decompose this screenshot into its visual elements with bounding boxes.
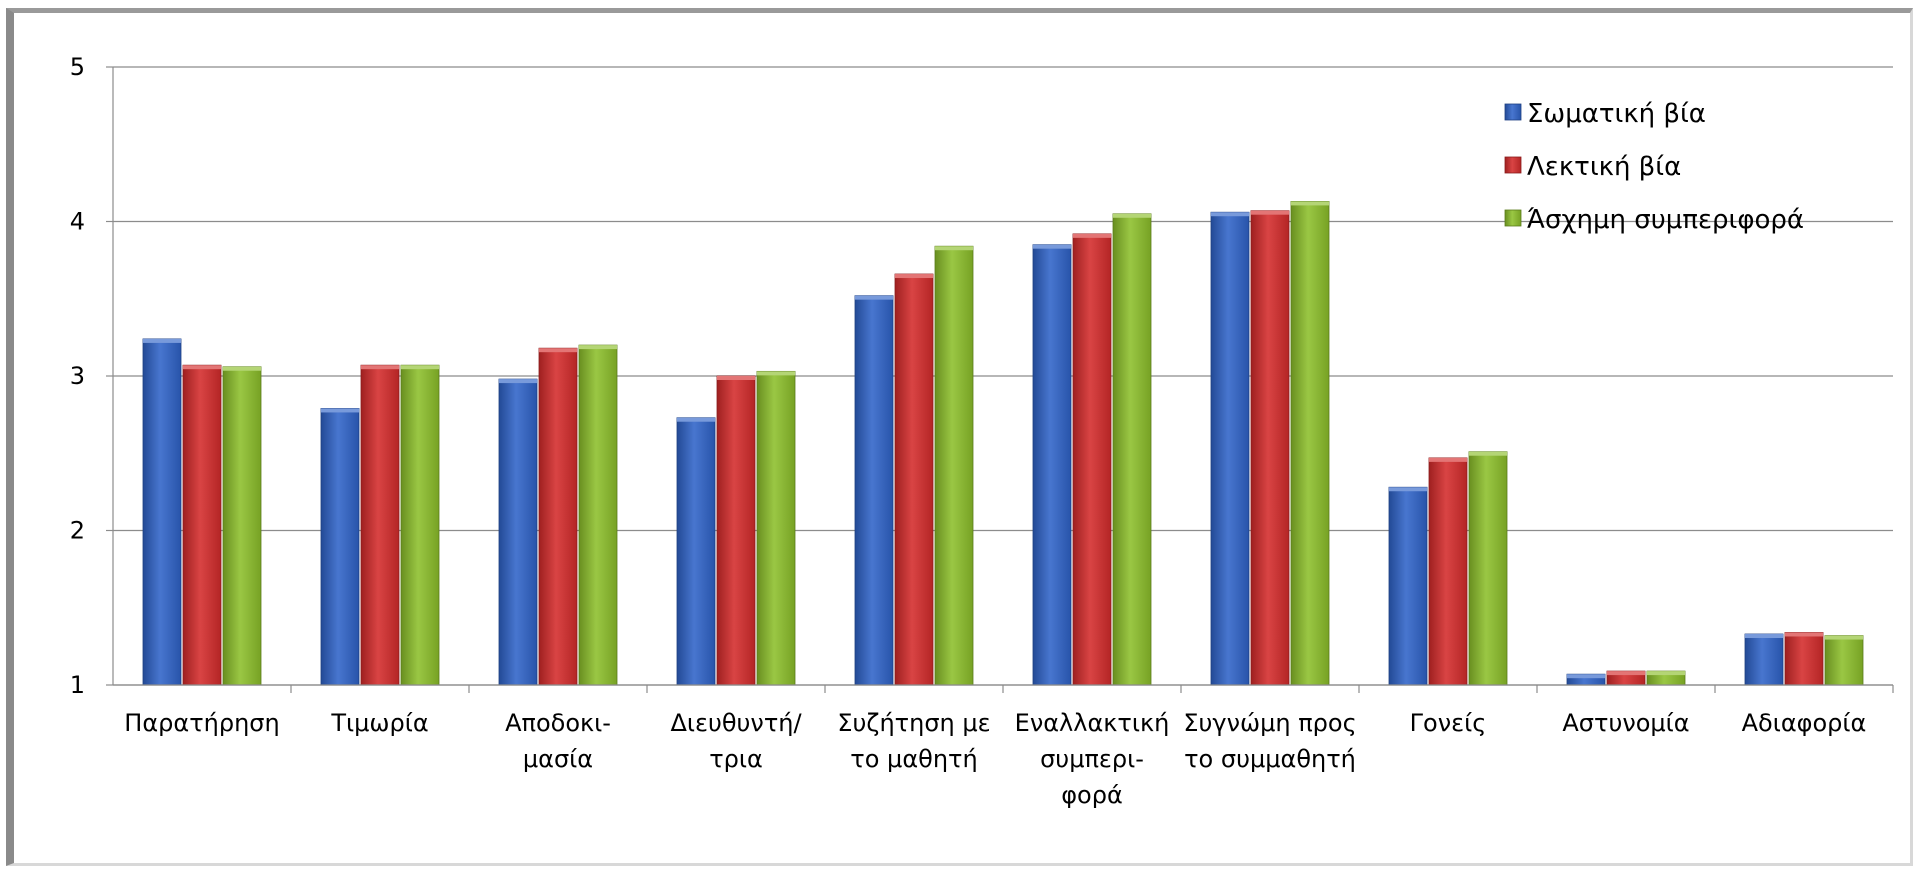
x-category-label: Συζήτηση με το μαθητή bbox=[837, 709, 990, 773]
bar bbox=[1784, 632, 1824, 686]
bar-cap bbox=[1291, 201, 1329, 206]
bar bbox=[1468, 451, 1508, 686]
bars bbox=[142, 201, 1864, 686]
bar bbox=[222, 366, 262, 686]
bar bbox=[934, 245, 974, 686]
bar-cap bbox=[401, 365, 439, 370]
bar-cap bbox=[539, 348, 577, 353]
legend-swatch bbox=[1504, 156, 1522, 174]
bar bbox=[1210, 211, 1250, 686]
bar-cap bbox=[1647, 671, 1685, 676]
bar-cap bbox=[1607, 671, 1645, 676]
bar bbox=[1388, 486, 1428, 686]
bar-cap bbox=[895, 274, 933, 279]
bar bbox=[1250, 210, 1290, 686]
bar-cap bbox=[223, 366, 261, 371]
y-tick-label: 4 bbox=[70, 208, 85, 236]
bar bbox=[498, 378, 538, 686]
bar bbox=[1112, 213, 1152, 686]
bar-cap bbox=[1073, 233, 1111, 238]
y-tick-label: 1 bbox=[70, 671, 85, 699]
legend-label: Σωματική βία bbox=[1527, 99, 1706, 129]
bar bbox=[538, 347, 578, 686]
x-category-label: Διευθυντή/τρια bbox=[670, 709, 802, 773]
x-category-label: Τιμωρία bbox=[330, 709, 428, 737]
bar bbox=[1824, 635, 1864, 686]
bar-cap bbox=[499, 379, 537, 384]
x-category-label: Αστυνομία bbox=[1562, 709, 1689, 737]
bar-cap bbox=[855, 295, 893, 300]
bar bbox=[1744, 633, 1784, 686]
bar bbox=[320, 408, 360, 686]
x-category-label: Συγνώμη προς το συμμαθητή bbox=[1183, 709, 1356, 773]
bar-cap bbox=[1567, 674, 1605, 679]
bar bbox=[676, 417, 716, 686]
y-tick-label: 5 bbox=[70, 53, 85, 81]
bar-cap bbox=[579, 345, 617, 350]
legend-label: Άσχημη συμπεριφορά bbox=[1527, 205, 1804, 235]
x-category-label: Εναλλακτική συμπερι-φορά bbox=[1015, 709, 1170, 809]
bar-cap bbox=[1429, 457, 1467, 462]
bar bbox=[854, 295, 894, 686]
axes: 1 2 3 4 5 Παρατήρηση Τιμωρία Αποδοκι-μασία Διευθ… bbox=[70, 53, 1894, 809]
legend: Σωματική βία Λεκτική βία Άσχημη συμπεριφορ… bbox=[1504, 99, 1804, 235]
bar bbox=[142, 338, 182, 686]
bar-cap bbox=[1825, 635, 1863, 640]
bar-cap bbox=[321, 408, 359, 413]
bar-cap bbox=[1113, 213, 1151, 218]
bar-cap bbox=[1745, 634, 1783, 639]
bar bbox=[1428, 457, 1468, 686]
legend-swatch bbox=[1504, 103, 1522, 121]
x-category-label: Αδιαφορία bbox=[1742, 709, 1867, 737]
bar-cap bbox=[757, 371, 795, 376]
bar-cap bbox=[183, 365, 221, 370]
bar-cap bbox=[143, 338, 181, 343]
legend-label: Λεκτική βία bbox=[1527, 152, 1681, 182]
bar-cap bbox=[361, 365, 399, 370]
y-tick-label: 2 bbox=[70, 517, 85, 545]
bar-cap bbox=[1469, 451, 1507, 456]
bar-cap bbox=[717, 376, 755, 380]
legend-swatch bbox=[1504, 209, 1522, 227]
bar-cap bbox=[935, 246, 973, 251]
bar bbox=[182, 364, 222, 686]
x-category-label: Παρατήρηση bbox=[124, 709, 279, 737]
bar bbox=[716, 375, 756, 686]
bar-cap bbox=[1033, 244, 1071, 249]
bar-cap bbox=[1785, 632, 1823, 637]
bar bbox=[756, 370, 796, 686]
bar bbox=[1290, 201, 1330, 686]
bar bbox=[1032, 244, 1072, 686]
bar-cap bbox=[677, 417, 715, 422]
bar bbox=[894, 273, 934, 686]
x-category-label: Αποδοκι-μασία bbox=[505, 709, 611, 773]
bar-cap bbox=[1389, 487, 1427, 492]
bar-cap bbox=[1251, 210, 1289, 215]
bar-cap bbox=[1211, 212, 1249, 217]
bar bbox=[400, 364, 440, 686]
bar bbox=[578, 344, 618, 686]
bar bbox=[1072, 233, 1112, 686]
bar bbox=[360, 364, 400, 686]
x-category-label: Γονείς bbox=[1410, 709, 1487, 737]
y-tick-label: 3 bbox=[70, 362, 85, 390]
